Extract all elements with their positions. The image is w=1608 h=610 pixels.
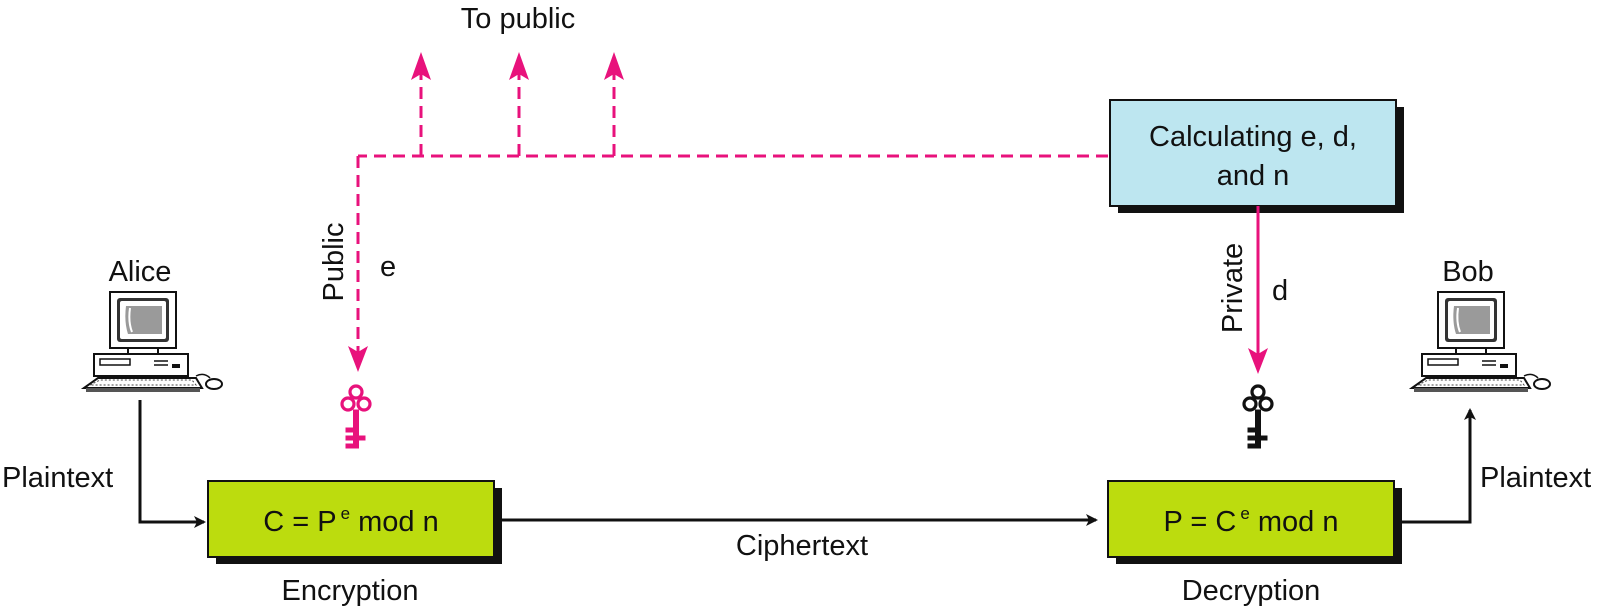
calc-box-body	[1109, 99, 1397, 207]
bob-label: Bob	[1442, 256, 1494, 288]
decryption-formula-post: mod n	[1250, 506, 1339, 538]
encryption-formula: C = P e mod n	[263, 504, 438, 538]
encryption-formula-pre: C = P	[263, 506, 336, 538]
decryption-caption: Decryption	[1182, 575, 1321, 607]
to-public-arrow-1	[411, 52, 431, 80]
calc-box: Calculating e, d, and n	[1109, 99, 1404, 213]
plaintext-in-line	[138, 400, 206, 528]
private-arrow-down	[1248, 348, 1268, 374]
private-label: Private	[1217, 243, 1249, 333]
calc-box-line1: Calculating e, d,	[1149, 121, 1357, 153]
encryption-formula-sup: e	[341, 504, 350, 523]
public-key-icon	[340, 384, 372, 450]
private-key-label: d	[1272, 275, 1288, 307]
to-public-label: To public	[461, 3, 575, 35]
private-key-icon	[1242, 384, 1274, 450]
encryption-caption: Encryption	[281, 575, 418, 607]
decryption-formula-sup: e	[1240, 504, 1249, 523]
encryption-formula-post: mod n	[350, 506, 439, 538]
public-key-distribution	[348, 52, 1108, 372]
plaintext-in-label: Plaintext	[2, 462, 113, 494]
alice-computer-icon	[83, 291, 223, 393]
bob-computer-icon	[1411, 291, 1551, 393]
public-arrow-down	[348, 346, 368, 372]
decryption-box-body	[1107, 480, 1395, 558]
plaintext-out-line	[1394, 408, 1476, 524]
ciphertext-label: Ciphertext	[736, 530, 868, 562]
plaintext-out-label: Plaintext	[1480, 462, 1591, 494]
public-key-label: e	[380, 251, 396, 283]
decryption-formula-pre: P = C	[1164, 506, 1237, 538]
to-public-arrow-3	[604, 52, 624, 80]
encryption-box: C = P e mod n	[207, 480, 502, 564]
public-label: Public	[318, 223, 350, 302]
alice-label: Alice	[109, 256, 172, 288]
to-public-arrow-2	[509, 52, 529, 80]
calc-box-line2: and n	[1217, 160, 1290, 192]
